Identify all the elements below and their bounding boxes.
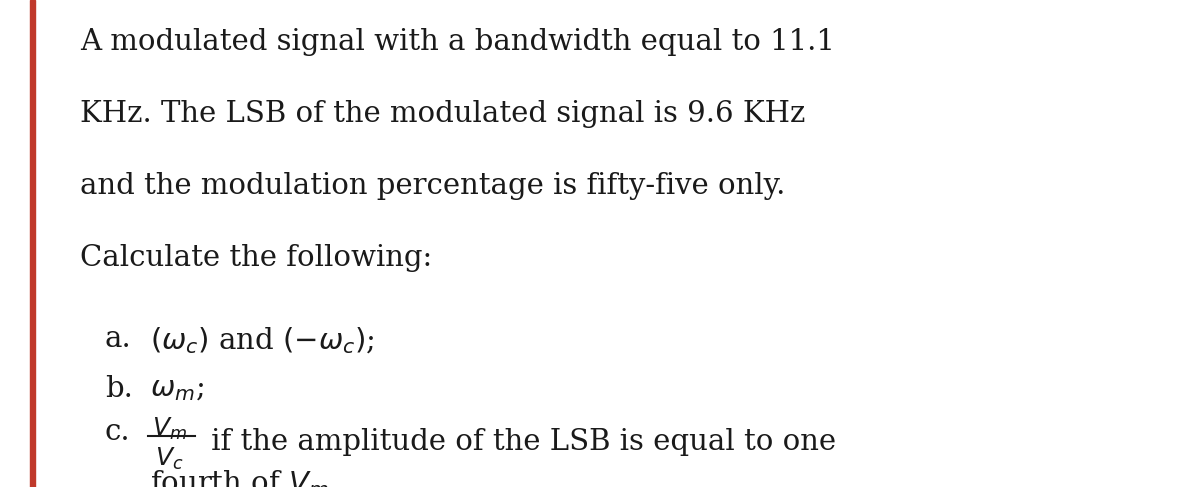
Text: b.: b. — [106, 375, 133, 403]
Text: $(\omega_c)$ and $(-\omega_c)$;: $(\omega_c)$ and $(-\omega_c)$; — [150, 325, 374, 356]
Text: A modulated signal with a bandwidth equal to 11.1: A modulated signal with a bandwidth equa… — [80, 28, 835, 56]
Text: $V_c$: $V_c$ — [155, 446, 184, 472]
Bar — [30, 0, 35, 487]
Text: fourth of $V_m$: fourth of $V_m$ — [150, 468, 329, 487]
Text: $\omega_m$;: $\omega_m$; — [150, 375, 204, 403]
Text: $V_m$: $V_m$ — [152, 416, 187, 442]
Text: KHz. The LSB of the modulated signal is 9.6 KHz: KHz. The LSB of the modulated signal is … — [80, 100, 805, 128]
Text: Calculate the following:: Calculate the following: — [80, 244, 432, 272]
Text: and the modulation percentage is fifty-five only.: and the modulation percentage is fifty-f… — [80, 172, 785, 200]
Text: if the amplitude of the LSB is equal to one: if the amplitude of the LSB is equal to … — [202, 428, 836, 456]
Text: c.: c. — [106, 418, 131, 446]
Text: a.: a. — [106, 325, 132, 353]
